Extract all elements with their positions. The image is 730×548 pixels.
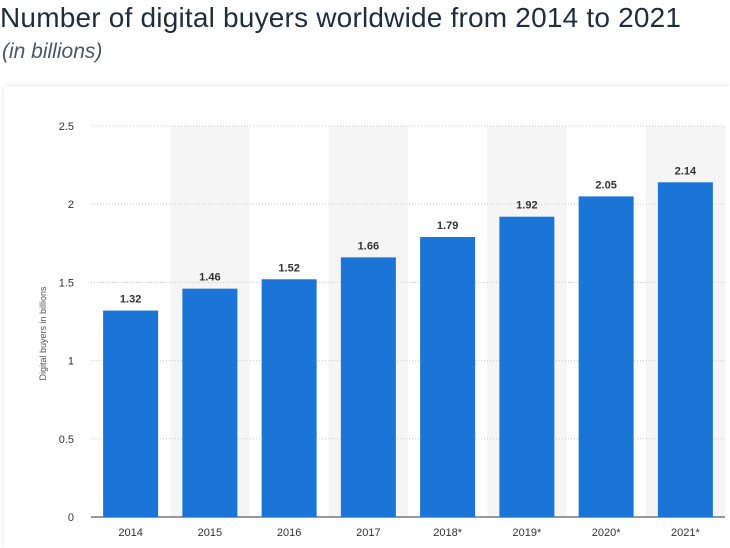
bar-value-label: 1.46 [199, 272, 220, 284]
bar-chart: 00.511.522.51.3220141.4620151.5220161.66… [38, 121, 725, 539]
y-tick-label: 0.5 [59, 434, 74, 446]
bar-value-label: 2.14 [675, 165, 697, 177]
y-tick-label: 2 [68, 199, 74, 211]
x-tick-label: 2015 [198, 527, 222, 539]
bar-value-label: 1.92 [516, 200, 537, 212]
y-tick-label: 1 [68, 356, 74, 368]
chart-subtitle: (in billions) [2, 40, 103, 63]
x-tick-label: 2017 [356, 527, 380, 539]
x-tick-label: 2021* [671, 527, 700, 539]
y-tick-label: 1.5 [59, 277, 74, 289]
bar [182, 288, 238, 517]
bar-value-label: 1.32 [120, 294, 141, 306]
x-tick-label: 2014 [118, 527, 142, 539]
bar [340, 257, 396, 517]
bar [657, 182, 713, 517]
y-tick-label: 0 [68, 512, 74, 524]
bar [103, 310, 159, 517]
bar [578, 196, 634, 517]
chart-card: 0 0.5 1 1.5 2 2.5 1.32 2014 1.46 2015 1.52 2016 1.66… [4, 86, 730, 548]
bar [499, 216, 555, 517]
y-tick-label: 2.5 [59, 121, 74, 133]
x-tick-label: 2016 [277, 527, 301, 539]
x-tick-label: 2020* [592, 527, 621, 539]
bar-value-label: 2.05 [595, 179, 616, 191]
x-tick-label: 2018* [433, 527, 462, 539]
x-tick-label: 2019* [512, 527, 541, 539]
bar [420, 237, 476, 517]
bar [261, 279, 317, 517]
bar-value-label: 1.66 [358, 240, 379, 252]
bar-value-label: 1.52 [278, 262, 299, 274]
bar-value-label: 1.79 [437, 220, 458, 232]
y-axis-title: Digital buyers in billions [38, 286, 48, 381]
chart-title: Number of digital buyers worldwide from … [0, 2, 682, 33]
